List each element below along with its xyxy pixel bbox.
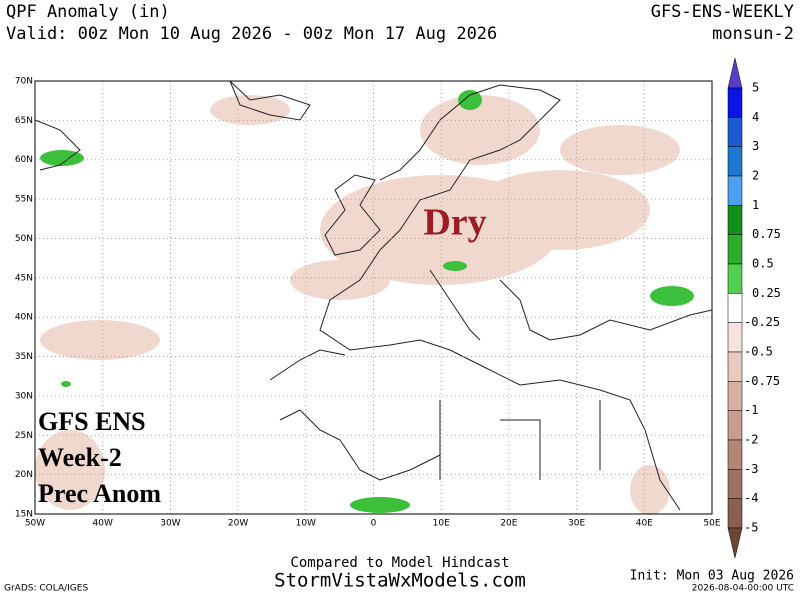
colorbar-box — [727, 498, 743, 529]
colorbar-label: -5 — [744, 521, 758, 535]
colorbar-label: -0.75 — [744, 374, 780, 388]
lon-label: 50W — [25, 519, 45, 529]
lon-label: 20W — [228, 519, 248, 529]
overlay: GFS ENS Week-2 Prec Anom — [38, 407, 161, 508]
valid-time: Valid: 00z Mon 10 Aug 2026 - 00z Mon 17 … — [6, 24, 497, 44]
colorbar-label: 4 — [752, 110, 759, 124]
map-frame — [34, 80, 713, 515]
lon-label: 0 — [371, 519, 377, 529]
colorbar-label: -1 — [744, 403, 758, 417]
model: GFS-ENS-WEEKLY — [651, 2, 794, 22]
colorbar-box — [727, 117, 743, 147]
dry-shading — [35, 95, 680, 515]
colorbar-label: 3 — [752, 139, 759, 153]
lat-label: 60N — [15, 155, 33, 165]
lat-label: 30N — [15, 391, 33, 401]
colorbar-label: 0.5 — [752, 257, 774, 271]
colorbar-label: -0.5 — [744, 345, 773, 359]
note: Compared to Model Hindcast — [290, 555, 509, 571]
colorbar-box — [727, 263, 743, 294]
run: monsun-2 — [712, 24, 794, 44]
colorbar-label: 0.75 — [752, 227, 781, 241]
overlay-line: GFS ENS — [38, 407, 146, 436]
init: Init: Mon 03 Aug 2026 — [630, 569, 794, 584]
colorbar-label: 5 — [752, 81, 759, 95]
colorbar-label: 0.25 — [752, 286, 781, 300]
lat-label: 70N — [15, 77, 33, 87]
colorbar-box — [727, 293, 743, 323]
lon-label: 40E — [636, 519, 653, 529]
colorbar-label: -4 — [744, 491, 758, 505]
lat-label: 35N — [15, 352, 33, 362]
lat-label: 40N — [15, 313, 33, 323]
colorbar-label: -3 — [744, 462, 758, 476]
colorbar: 5 4 3 2 1 0.75 0.5 0.25 -0.25 -0.5 -0.75 -1 -2 -3 -4 -5 — [727, 57, 781, 559]
lat-label: 25N — [15, 431, 33, 441]
title: QPF Anomaly (in) — [6, 2, 170, 22]
graticule — [35, 81, 712, 514]
colorbar-box — [727, 146, 743, 177]
colorbar-box — [727, 175, 743, 206]
lat-label: 15N — [15, 510, 33, 520]
site: StormVistaWxModels.com — [274, 570, 526, 592]
colorbar-label: -2 — [744, 433, 758, 447]
colorbar-box — [727, 234, 743, 265]
colorbar-box — [727, 469, 743, 499]
colorbar-box — [727, 87, 743, 118]
stamp: 2026-08-04-00:00 UTC — [692, 584, 794, 594]
wet-shading — [40, 90, 694, 513]
lon-label: 30W — [160, 519, 180, 529]
lon-label: 10E — [433, 519, 450, 529]
colorbar-label: -0.25 — [744, 315, 780, 329]
lat-label: 65N — [15, 116, 33, 126]
colorbar-box — [727, 205, 743, 235]
colorbar-label: 1 — [752, 198, 759, 212]
overlay-line: Prec Anom — [38, 479, 161, 508]
lon-label: 40W — [93, 519, 113, 529]
lat-label: 50N — [15, 234, 33, 244]
lon-label: 30E — [568, 519, 585, 529]
lat-label: 45N — [15, 273, 33, 283]
map: Dry GFS ENS Week-2 Prec Anom — [34, 80, 713, 515]
lon-label: 10W — [296, 519, 316, 529]
colorbar-box — [727, 381, 743, 411]
grads: GrADS: COLA/IGES — [4, 584, 88, 594]
colorbar-arrow — [727, 527, 743, 559]
overlay-line: Week-2 — [38, 443, 122, 472]
lat-label: 20N — [15, 470, 33, 480]
lat-label: 55N — [15, 195, 33, 205]
colorbar-box — [727, 351, 743, 382]
colorbar-box — [727, 322, 743, 353]
colorbar-label: 2 — [752, 169, 759, 183]
colorbar-box — [727, 439, 743, 470]
colorbar-arrow — [727, 57, 743, 89]
lon-label: 20E — [500, 519, 517, 529]
lon-label: 50E — [703, 519, 720, 529]
colorbar-box — [727, 410, 743, 441]
coastlines — [34, 80, 713, 511]
annotation: Dry — [423, 202, 486, 244]
